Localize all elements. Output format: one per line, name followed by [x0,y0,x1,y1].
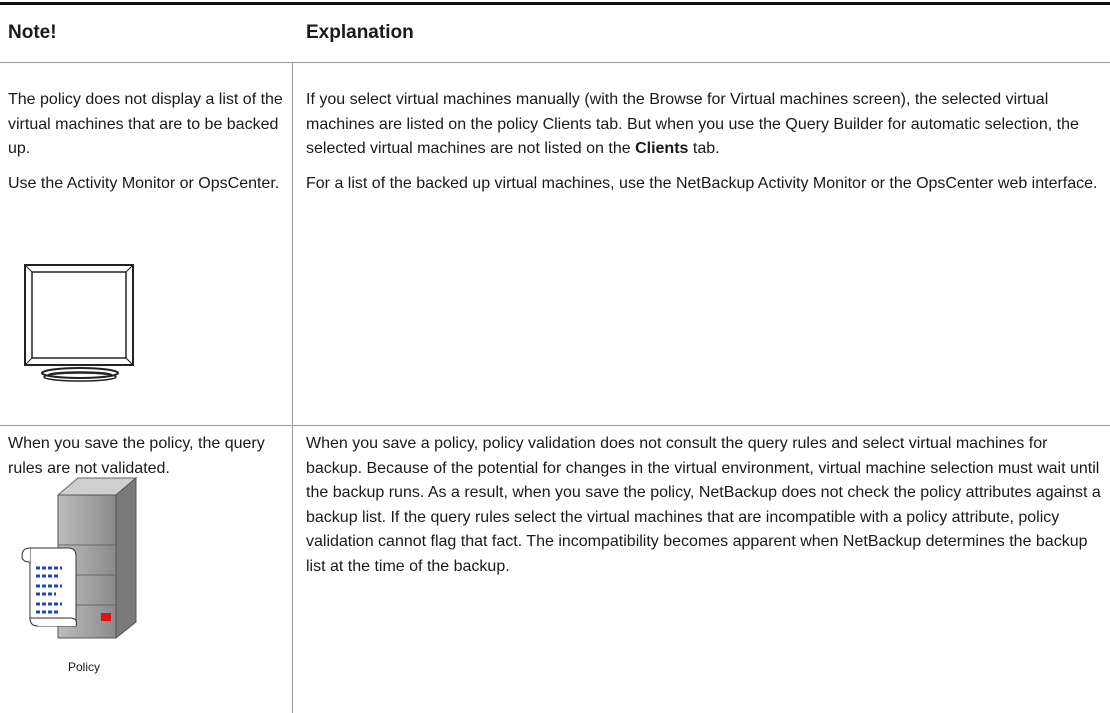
column-rule [292,62,293,713]
bold-run: Clients [635,140,689,157]
table-top-rule [0,2,1110,5]
explanation-cell: If you select virtual machines manually … [306,88,1106,206]
paragraph: When you save the policy, the query rule… [8,435,265,477]
text-run: If you select virtual machines manually … [306,91,1079,157]
row-rule [0,425,1110,426]
paragraph: For a list of the backed up virtual mach… [306,174,1098,192]
policy-icon [21,476,138,640]
header-cell: Explanation [306,22,414,43]
paragraph: Use the Activity Monitor or OpsCenter. [8,174,280,192]
header-rule [0,62,1110,63]
monitor-icon [24,264,134,382]
paragraph: When you save a policy, policy validatio… [306,435,1101,575]
explanation-cell: When you save a policy, policy validatio… [306,432,1106,589]
icon-label: Policy [67,660,100,674]
note-cell: When you save the policy, the query rule… [8,432,290,491]
note-cell: The policy does not display a list of th… [8,88,290,206]
text-run: tab. [688,140,720,157]
paragraph: If you select virtual machines manually … [306,88,1106,162]
header-cell: Note! [8,22,57,43]
paragraph: The policy does not display a list of th… [8,91,283,157]
